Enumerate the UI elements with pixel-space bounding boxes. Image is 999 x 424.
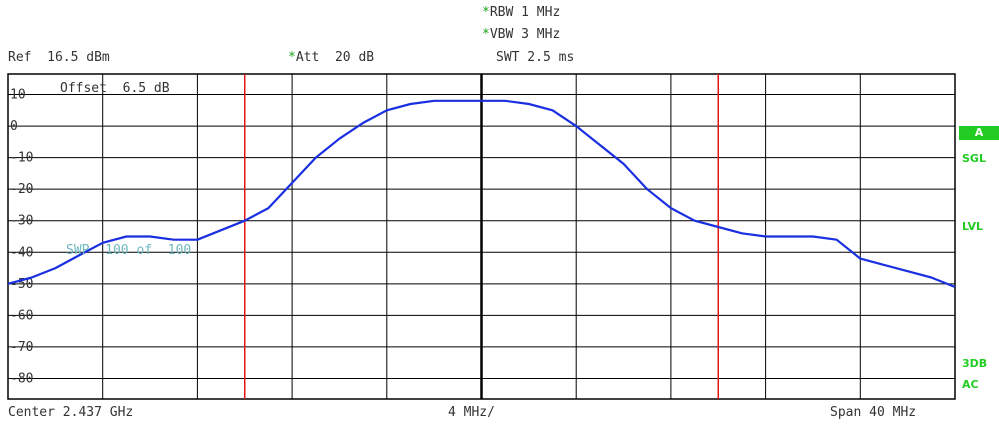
rbw-annotation: *RBW 1 MHz [482,6,560,20]
y-tick-label: -30 [10,214,33,229]
star-icon: * [482,27,490,42]
span-width: Span 40 MHz [830,405,917,420]
ref-level: Ref 16.5 dBm [8,50,110,65]
attenuation-annotation: *Att 20 dB [288,51,374,65]
offset-annotation: Offset 6.5 dB [60,81,170,96]
y-tick-label: 10 [10,88,26,103]
vbw-annotation: *VBW 3 MHz [482,28,560,42]
ac-indicator: AC [962,378,979,391]
att-text: Att 20 dB [295,50,375,65]
y-tick-label: -40 [10,245,33,260]
rbw-text: RBW 1 MHz [489,5,561,20]
sweep-count: SWP 100 of 100 [66,243,192,258]
lvl-indicator: LVL [962,220,984,233]
y-tick-label: -10 [10,151,33,166]
y-tick-label: -60 [10,308,33,323]
star-icon: * [288,50,296,65]
star-icon: * [482,5,490,20]
y-tick-label: -20 [10,182,33,197]
center-frequency: Center 2.437 GHz [8,405,134,420]
y-tick-label: -80 [10,371,33,386]
y-tick-labels: 100-10-20-30-40-50-60-70-80 [10,88,33,387]
division-scale: 4 MHz/ [448,405,495,420]
vbw-text: VBW 3 MHz [489,27,561,42]
sgl-indicator: SGL [962,152,986,165]
trace-line [7,99,956,289]
trace-a-badge: A [959,126,999,140]
marker-lines [244,74,719,399]
grid [7,73,956,400]
swt-annotation: SWT 2.5 ms [496,50,575,65]
3db-indicator: 3DB [962,357,988,370]
y-tick-label: 0 [10,119,18,134]
y-tick-label: -70 [10,340,33,355]
